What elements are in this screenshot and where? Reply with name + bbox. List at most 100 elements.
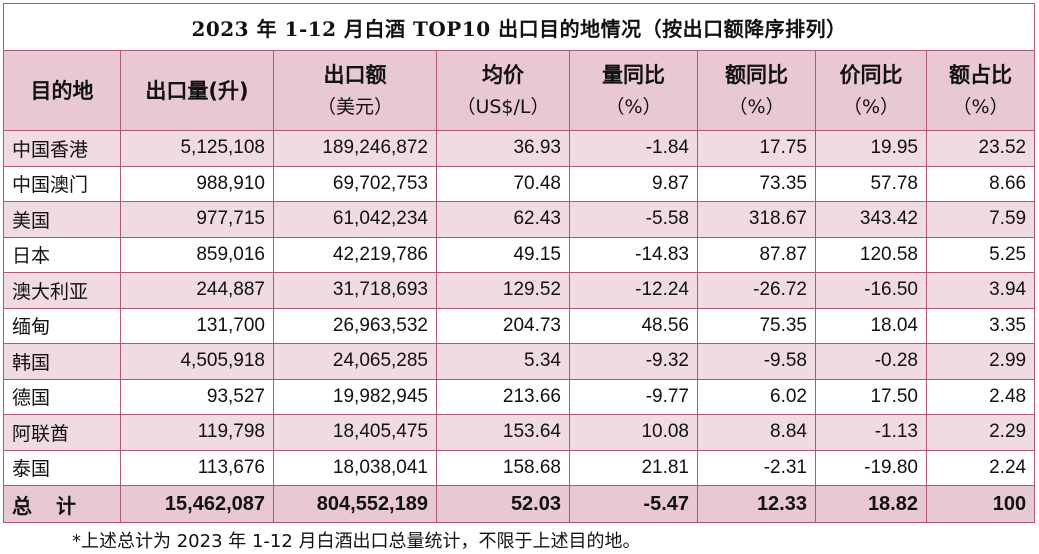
value-cell: 10.08 bbox=[569, 414, 698, 451]
value-cell: 8.66 bbox=[925, 165, 1036, 202]
column-header-unit: （%） bbox=[728, 95, 785, 118]
column-header-label: 出口额 bbox=[323, 62, 387, 87]
value-cell: 9.87 bbox=[569, 165, 698, 202]
value-cell: 42,219,786 bbox=[273, 236, 437, 273]
destination-cell: 日本 bbox=[3, 236, 121, 273]
value-cell: -14.83 bbox=[569, 236, 698, 273]
value-cell: 859,016 bbox=[120, 236, 274, 273]
column-header: 均价 （US$/L） bbox=[436, 50, 570, 131]
value-cell: 61,042,234 bbox=[273, 201, 437, 238]
value-cell: 4,505,918 bbox=[120, 343, 274, 380]
value-cell: 158.68 bbox=[436, 449, 570, 486]
value-cell: -9.77 bbox=[569, 378, 698, 415]
value-cell: -19.80 bbox=[815, 449, 927, 486]
value-cell: 18,405,475 bbox=[273, 414, 437, 451]
value-cell: 113,676 bbox=[120, 449, 274, 486]
value-cell: 93,527 bbox=[120, 378, 274, 415]
value-cell: 18.04 bbox=[815, 307, 927, 344]
value-cell: 129.52 bbox=[436, 272, 570, 309]
total-value-cell: 100 bbox=[925, 485, 1036, 523]
value-cell: -9.32 bbox=[569, 343, 698, 380]
column-header-label: 价同比 bbox=[839, 62, 903, 87]
value-cell: 204.73 bbox=[436, 307, 570, 344]
value-cell: -2.31 bbox=[697, 449, 816, 486]
value-cell: 17.75 bbox=[697, 130, 816, 167]
value-cell: 119,798 bbox=[120, 414, 274, 451]
value-cell: 87.87 bbox=[697, 236, 816, 273]
export-table: 2023 年 1-12 月白酒 TOP10 出口目的地情况（按出口额降序排列） … bbox=[2, 3, 1036, 523]
title-row: 2023 年 1-12 月白酒 TOP10 出口目的地情况（按出口额降序排列） bbox=[2, 3, 1036, 51]
column-header-unit: （美元） bbox=[316, 95, 393, 118]
column-header-unit: （%） bbox=[605, 95, 662, 118]
value-cell: -0.28 bbox=[815, 343, 927, 380]
table-row: 阿联酋 119,798 18,405,475 153.64 10.08 8.84 -1.13… bbox=[3, 414, 1036, 451]
column-header-unit: （US$/L） bbox=[456, 95, 550, 118]
destination-cell: 澳大利亚 bbox=[3, 272, 121, 309]
total-label: 总计 bbox=[3, 485, 121, 523]
column-header-label: 量同比 bbox=[602, 62, 665, 87]
column-header: 目的地 bbox=[3, 50, 121, 131]
value-cell: 70.48 bbox=[436, 165, 570, 202]
column-header: 量同比 （%） bbox=[569, 50, 698, 131]
destination-cell: 美国 bbox=[3, 201, 121, 238]
value-cell: 5.34 bbox=[436, 343, 570, 380]
value-cell: 343.42 bbox=[815, 201, 927, 238]
value-cell: 26,963,532 bbox=[273, 307, 437, 344]
total-value-cell: 15,462,087 bbox=[120, 485, 274, 523]
value-cell: -16.50 bbox=[815, 272, 927, 309]
total-value-cell: 18.82 bbox=[815, 485, 927, 523]
value-cell: 131,700 bbox=[120, 307, 274, 344]
total-row: 总计 15,462,087 804,552,189 52.03 -5.47 12.33 18… bbox=[3, 485, 1036, 523]
column-header-label: 额同比 bbox=[725, 62, 788, 87]
total-value-cell: 52.03 bbox=[436, 485, 570, 523]
table-title: 2023 年 1-12 月白酒 TOP10 出口目的地情况（按出口额降序排列） bbox=[2, 3, 1036, 51]
value-cell: -1.13 bbox=[815, 414, 927, 451]
column-header-label: 额占比 bbox=[949, 62, 1013, 87]
value-cell: 988,910 bbox=[120, 165, 274, 202]
value-cell: 7.59 bbox=[925, 201, 1036, 238]
table-row: 中国香港 5,125,108 189,246,872 36.93 -1.84 17.75 1… bbox=[3, 130, 1036, 167]
destination-cell: 泰国 bbox=[3, 449, 121, 486]
value-cell: 18,038,041 bbox=[273, 449, 437, 486]
value-cell: -5.58 bbox=[569, 201, 698, 238]
value-cell: 19,982,945 bbox=[273, 378, 437, 415]
value-cell: 69,702,753 bbox=[273, 165, 437, 202]
value-cell: -1.84 bbox=[569, 130, 698, 167]
value-cell: 977,715 bbox=[120, 201, 274, 238]
column-header: 出口量(升) bbox=[120, 50, 274, 131]
value-cell: 189,246,872 bbox=[273, 130, 437, 167]
value-cell: 5.25 bbox=[925, 236, 1036, 273]
value-cell: 2.99 bbox=[925, 343, 1036, 380]
value-cell: 244,887 bbox=[120, 272, 274, 309]
value-cell: 49.15 bbox=[436, 236, 570, 273]
value-cell: 75.35 bbox=[697, 307, 816, 344]
total-value-cell: 804,552,189 bbox=[273, 485, 437, 523]
value-cell: 318.67 bbox=[697, 201, 816, 238]
column-header-label: 出口量(升) bbox=[145, 78, 249, 103]
value-cell: 3.94 bbox=[925, 272, 1036, 309]
value-cell: 213.66 bbox=[436, 378, 570, 415]
value-cell: 57.78 bbox=[815, 165, 927, 202]
table-row: 韩国 4,505,918 24,065,285 5.34 -9.32 -9.58 -0.28… bbox=[3, 343, 1036, 380]
table-row: 德国 93,527 19,982,945 213.66 -9.77 6.02 17.50 2.… bbox=[3, 378, 1036, 415]
value-cell: 73.35 bbox=[697, 165, 816, 202]
value-cell: 21.81 bbox=[569, 449, 698, 486]
column-header: 出口额 （美元） bbox=[273, 50, 437, 131]
value-cell: -9.58 bbox=[697, 343, 816, 380]
table-row: 泰国 113,676 18,038,041 158.68 21.81 -2.31 -19.8… bbox=[3, 449, 1036, 486]
table-row: 中国澳门 988,910 69,702,753 70.48 9.87 73.35 57.78… bbox=[3, 165, 1036, 202]
value-cell: 153.64 bbox=[436, 414, 570, 451]
value-cell: 62.43 bbox=[436, 201, 570, 238]
table-row: 缅甸 131,700 26,963,532 204.73 48.56 75.35 18.04… bbox=[3, 307, 1036, 344]
table-row: 美国 977,715 61,042,234 62.43 -5.58 318.67 343.4… bbox=[3, 201, 1036, 238]
value-cell: 8.84 bbox=[697, 414, 816, 451]
table-row: 澳大利亚 244,887 31,718,693 129.52 -12.24 -26.72-… bbox=[3, 272, 1036, 309]
value-cell: 2.48 bbox=[925, 378, 1036, 415]
column-header-unit: （%） bbox=[842, 95, 900, 118]
value-cell: 31,718,693 bbox=[273, 272, 437, 309]
value-cell: 3.35 bbox=[925, 307, 1036, 344]
destination-cell: 德国 bbox=[3, 378, 121, 415]
destination-cell: 阿联酋 bbox=[3, 414, 121, 451]
value-cell: 24,065,285 bbox=[273, 343, 437, 380]
total-value-cell: 12.33 bbox=[697, 485, 816, 523]
